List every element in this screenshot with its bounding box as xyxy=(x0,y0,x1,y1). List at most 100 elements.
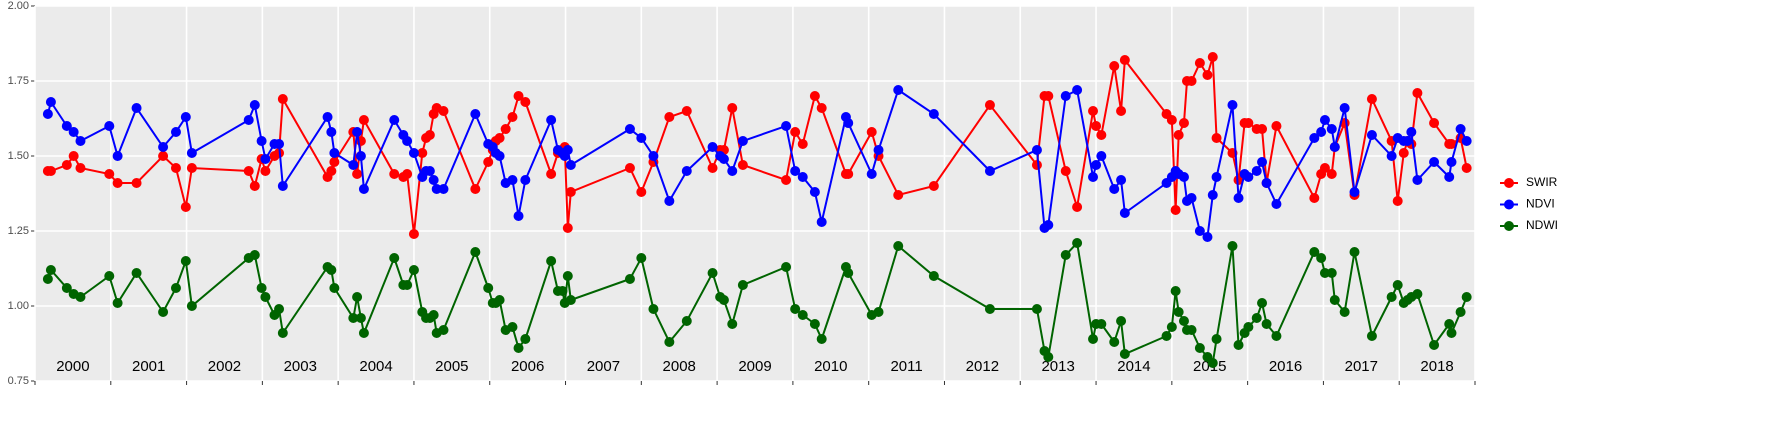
data-point xyxy=(260,166,271,176)
y-tick-label: 1.25 xyxy=(8,225,29,237)
data-point xyxy=(483,283,494,293)
data-point xyxy=(1227,241,1238,251)
data-point xyxy=(408,265,419,275)
data-point xyxy=(1243,118,1254,128)
data-point xyxy=(1186,325,1197,335)
data-point xyxy=(1251,166,1262,176)
data-point xyxy=(1109,184,1120,194)
year-label: 2002 xyxy=(208,358,241,375)
data-point xyxy=(1429,157,1440,167)
data-point xyxy=(1326,124,1337,134)
data-point xyxy=(483,157,494,167)
data-point xyxy=(790,127,801,137)
y-tick-label: 2.00 xyxy=(8,0,29,12)
data-point xyxy=(737,280,748,290)
legend-label: SWIR xyxy=(1526,175,1558,189)
data-point xyxy=(797,310,808,320)
data-point xyxy=(636,253,647,263)
data-point xyxy=(893,241,904,251)
data-point xyxy=(1461,163,1472,173)
data-point xyxy=(984,100,995,110)
data-point xyxy=(843,169,854,179)
data-point xyxy=(494,151,505,161)
data-point xyxy=(1309,247,1320,257)
data-point xyxy=(1243,322,1254,332)
data-point xyxy=(1349,187,1360,197)
data-point xyxy=(131,268,142,278)
data-point xyxy=(781,262,792,272)
data-point xyxy=(718,154,729,164)
data-point xyxy=(1207,358,1218,368)
data-point xyxy=(68,127,79,137)
data-point xyxy=(1227,100,1238,110)
data-point xyxy=(352,169,363,179)
data-point xyxy=(1119,208,1130,218)
data-point xyxy=(984,166,995,176)
data-point xyxy=(1109,61,1120,71)
data-point xyxy=(1088,334,1099,344)
data-point xyxy=(329,283,340,293)
data-point xyxy=(1161,331,1172,341)
data-point xyxy=(1339,103,1350,113)
data-point xyxy=(727,319,738,329)
data-point xyxy=(1461,136,1472,146)
data-point xyxy=(1326,268,1337,278)
data-point xyxy=(352,127,363,137)
data-point xyxy=(42,109,53,119)
data-point xyxy=(1119,349,1130,359)
data-point xyxy=(274,139,285,149)
data-point xyxy=(1271,121,1282,131)
data-point xyxy=(1060,250,1071,260)
year-label: 2016 xyxy=(1269,358,1302,375)
data-point xyxy=(329,148,340,158)
data-point xyxy=(1429,340,1440,350)
data-point xyxy=(1446,328,1457,338)
data-point xyxy=(520,334,531,344)
data-point xyxy=(1366,331,1377,341)
data-point xyxy=(718,295,729,305)
data-point xyxy=(1072,85,1083,95)
data-point xyxy=(513,91,524,101)
data-point xyxy=(1178,118,1189,128)
data-point xyxy=(1211,172,1222,182)
data-point xyxy=(1031,160,1042,170)
data-point xyxy=(355,313,366,323)
data-point xyxy=(681,106,692,116)
year-label: 2018 xyxy=(1420,358,1453,375)
data-point xyxy=(186,163,197,173)
data-point xyxy=(1031,145,1042,155)
data-point xyxy=(873,145,884,155)
data-point xyxy=(1444,319,1455,329)
data-point xyxy=(249,250,260,260)
data-point xyxy=(389,169,400,179)
data-point xyxy=(1096,151,1107,161)
year-label: 2008 xyxy=(663,358,696,375)
data-point xyxy=(402,169,413,179)
legend-label: NDVI xyxy=(1526,197,1555,211)
data-point xyxy=(520,97,531,107)
data-point xyxy=(781,175,792,185)
data-point xyxy=(1116,106,1127,116)
data-point xyxy=(1329,142,1340,152)
data-point xyxy=(186,148,197,158)
data-point xyxy=(355,151,366,161)
data-point xyxy=(1271,199,1282,209)
year-label: 2012 xyxy=(966,358,999,375)
data-point xyxy=(358,184,369,194)
data-point xyxy=(470,247,481,257)
data-point xyxy=(45,166,56,176)
data-point xyxy=(1043,352,1054,362)
data-point xyxy=(180,112,191,122)
data-point xyxy=(329,157,340,167)
legend-swatch xyxy=(1504,199,1514,210)
series xyxy=(42,85,1472,242)
data-point xyxy=(104,169,115,179)
data-point xyxy=(1257,298,1268,308)
data-point xyxy=(562,223,573,233)
data-point xyxy=(1194,58,1205,68)
data-point xyxy=(1392,280,1403,290)
y-tick-label: 1.50 xyxy=(8,150,29,162)
data-point xyxy=(1402,136,1413,146)
data-point xyxy=(546,115,557,125)
